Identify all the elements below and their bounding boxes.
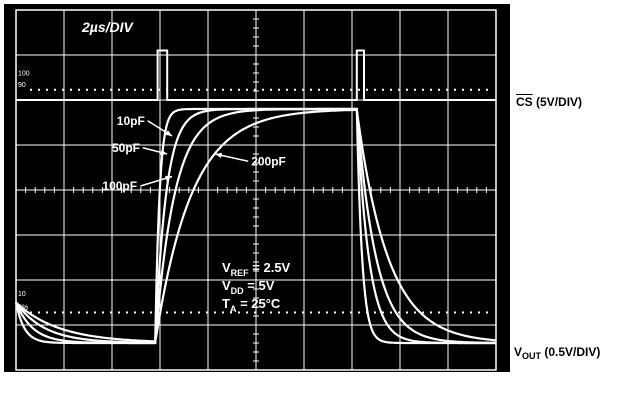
vout-trace-200pf	[15, 108, 497, 343]
capacitance-label: 50pF	[112, 141, 140, 155]
condition-line: VDD = 5V	[222, 278, 275, 296]
annotations: 10pF 50pF 100pF 200pF	[102, 114, 285, 193]
cs-trace-label: CS (5V/DIV)	[516, 95, 582, 109]
arrow-head	[215, 152, 223, 159]
traces	[14, 49, 497, 345]
condition-line: TA = 25°C	[222, 296, 281, 314]
capacitance-label: 200pF	[251, 154, 286, 168]
level-mark-label: 10	[18, 291, 26, 298]
screen-background	[4, 4, 510, 372]
condition-line: VREF = 2.5V	[222, 260, 291, 278]
level-mark-label: 90	[18, 82, 26, 89]
vout-trace-100pf	[15, 107, 496, 344]
arrow-head	[165, 130, 172, 136]
vout-scale: (0.5V/DIV)	[544, 345, 601, 359]
arrow-head	[165, 175, 172, 181]
timebase-label: 2µs/DIV	[81, 19, 135, 35]
capacitance-label: 100pF	[102, 179, 137, 193]
graticule	[15, 9, 497, 371]
arrow-head	[160, 149, 168, 156]
vout-signal-main: V	[514, 345, 523, 359]
capacitance-label: 10pF	[117, 114, 145, 128]
cs-scale: (5V/DIV)	[536, 95, 583, 109]
cs-signal-name: CS	[516, 95, 533, 109]
vout-trace-label: VOUT (0.5V/DIV)	[514, 345, 600, 361]
vout-trace-50pf	[14, 107, 496, 345]
level-mark-label: 100	[18, 71, 30, 78]
cs-trace	[16, 49, 496, 101]
vout-signal-sub: OUT	[522, 351, 542, 361]
